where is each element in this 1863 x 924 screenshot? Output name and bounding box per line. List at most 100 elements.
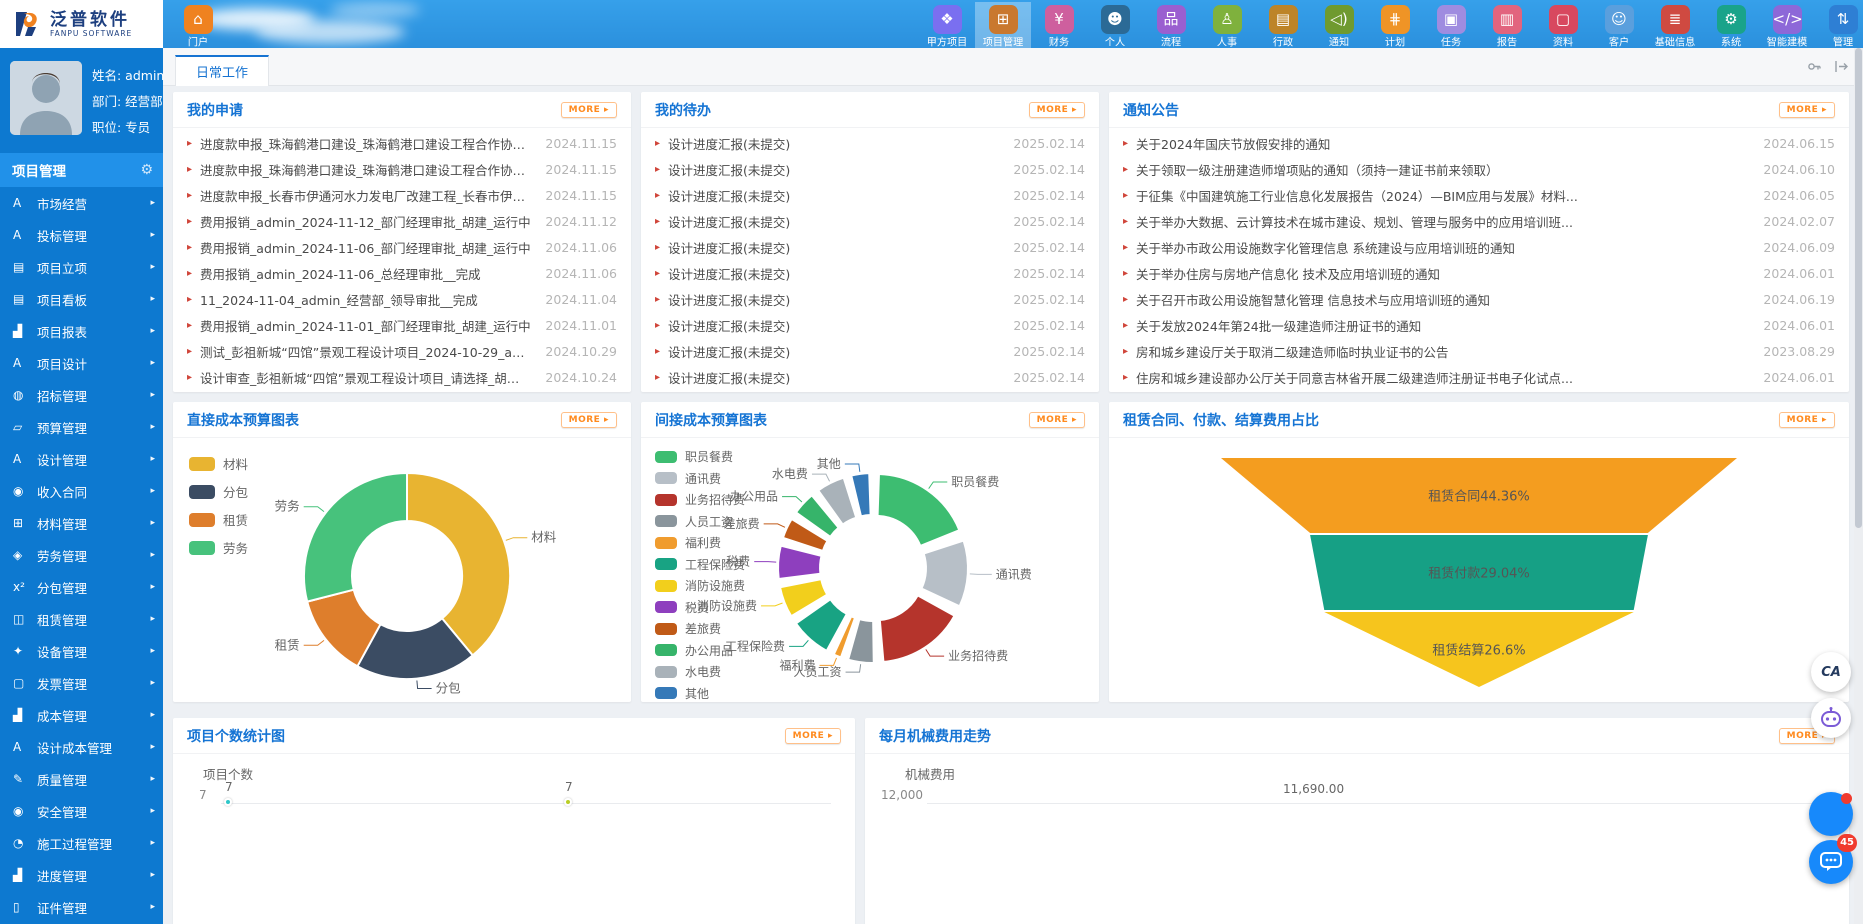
- sidebar-item-发票管理[interactable]: ▢发票管理▸: [0, 667, 163, 699]
- sidebar-item-证件管理[interactable]: ▯证件管理▸: [0, 891, 163, 923]
- sidebar-item-项目看板[interactable]: ▤项目看板▸: [0, 283, 163, 315]
- legend-item-业务招待费[interactable]: 业务招待费: [655, 491, 745, 508]
- collapse-panel-icon[interactable]: [1834, 59, 1849, 74]
- sidebar-item-项目报表[interactable]: ▟项目报表▸: [0, 315, 163, 347]
- notification-bubble-button[interactable]: [1809, 792, 1853, 836]
- top-nav-item-基础信息[interactable]: ≣基础信息: [1647, 2, 1703, 48]
- gear-icon[interactable]: ⚙: [140, 162, 153, 178]
- list-item[interactable]: ▸关于举办市政公用设施数字化管理信息 系统建设与应用培训班的通知2024.06.…: [1109, 234, 1849, 260]
- list-item[interactable]: ▸设计进度汇报(未提交)2025.02.14: [641, 338, 1099, 364]
- sidebar-item-招标管理[interactable]: ◍招标管理▸: [0, 379, 163, 411]
- top-nav-item-系统[interactable]: ⚙系统: [1703, 2, 1759, 48]
- list-item[interactable]: ▸进度款申报_珠海鹤港口建设_珠海鹤港口建设工程合作协议书_admin_...2…: [173, 130, 631, 156]
- sidebar-item-进度管理[interactable]: ▟进度管理▸: [0, 859, 163, 891]
- list-item[interactable]: ▸关于2024年国庆节放假安排的通知2024.06.15: [1109, 130, 1849, 156]
- list-item[interactable]: ▸关于举办住房与房地产信息化 技术及应用培训班的通知2024.06.01: [1109, 260, 1849, 286]
- sidebar-item-设备管理[interactable]: ✦设备管理▸: [0, 635, 163, 667]
- sidebar-item-市场经营[interactable]: A市场经营▸: [0, 187, 163, 219]
- list-item[interactable]: ▸关于召开市政公用设施智慧化管理 信息技术与应用培训班的通知2024.06.19: [1109, 286, 1849, 312]
- top-nav-item-项目管理[interactable]: ⊞项目管理: [975, 2, 1031, 48]
- legend-item-福利费[interactable]: 福利费: [655, 534, 745, 551]
- legend-item-职员餐费[interactable]: 职员餐费: [655, 448, 745, 465]
- top-nav-item-通知[interactable]: ◁)通知: [1311, 2, 1367, 48]
- sidebar-item-设计成本管理[interactable]: A设计成本管理▸: [0, 731, 163, 763]
- sidebar-item-分包管理[interactable]: x²分包管理▸: [0, 571, 163, 603]
- top-nav-item-财务[interactable]: ¥财务: [1031, 2, 1087, 48]
- sidebar-item-租赁管理[interactable]: ◫租赁管理▸: [0, 603, 163, 635]
- list-item[interactable]: ▸设计进度汇报(未提交)2025.02.14: [641, 234, 1099, 260]
- scrollbar-thumb[interactable]: [1855, 48, 1862, 528]
- sidebar-item-安全管理[interactable]: ◉安全管理▸: [0, 795, 163, 827]
- top-nav-item-行政[interactable]: ▤行政: [1255, 2, 1311, 48]
- tab-daily-work[interactable]: 日常工作: [175, 55, 269, 86]
- legend-item-分包[interactable]: 分包: [189, 482, 248, 501]
- top-nav-item-资料[interactable]: ▢资料: [1535, 2, 1591, 48]
- more-button[interactable]: MORE ▸: [1029, 412, 1085, 428]
- key-icon[interactable]: [1807, 59, 1822, 74]
- list-item[interactable]: ▸设计进度汇报(未提交)2025.02.14: [641, 286, 1099, 312]
- list-item[interactable]: ▸于征集《中国建筑施工行业信息化发展报告（2024）—BIM应用与发展》材料..…: [1109, 182, 1849, 208]
- list-item[interactable]: ▸费用报销_admin_2024-11-01_部门经理审批_胡建_运行中2024…: [173, 312, 631, 338]
- more-button[interactable]: MORE ▸: [1029, 102, 1085, 118]
- legend-item-工程保险费[interactable]: 工程保险费: [655, 556, 745, 573]
- top-nav-item-个人[interactable]: ☻个人: [1087, 2, 1143, 48]
- sidebar-item-项目立项[interactable]: ▤项目立项▸: [0, 251, 163, 283]
- vertical-scrollbar[interactable]: [1854, 48, 1863, 924]
- sidebar-item-收入合同[interactable]: ◉收入合同▸: [0, 475, 163, 507]
- top-nav-item-客户[interactable]: ☺客户: [1591, 2, 1647, 48]
- list-item[interactable]: ▸关于发放2024年第24批一级建造师注册证书的通知2024.06.01: [1109, 312, 1849, 338]
- list-item[interactable]: ▸设计进度汇报(未提交)2025.02.14: [641, 156, 1099, 182]
- legend-item-差旅费[interactable]: 差旅费: [655, 620, 745, 637]
- sidebar-item-成本管理[interactable]: ▟成本管理▸: [0, 699, 163, 731]
- list-item[interactable]: ▸设计审查_彭祖新城“四馆”景观工程设计项目_请选择_胡广生_2024-10-2…: [173, 364, 631, 390]
- list-item[interactable]: ▸设计进度汇报(未提交)2025.02.14: [641, 260, 1099, 286]
- more-button[interactable]: MORE ▸: [561, 412, 617, 428]
- legend-item-税费[interactable]: 税费: [655, 599, 745, 616]
- list-item[interactable]: ▸11_2024-11-04_admin_经营部_领导审批__完成2024.11…: [173, 286, 631, 312]
- sidebar-item-设计管理[interactable]: A设计管理▸: [0, 443, 163, 475]
- top-nav-item-管理[interactable]: ⇅管理: [1815, 2, 1863, 48]
- sidebar-item-投标管理[interactable]: A投标管理▸: [0, 219, 163, 251]
- list-item[interactable]: ▸住房和城乡建设部办公厅关于同意吉林省开展二级建造师注册证书电子化试点...20…: [1109, 364, 1849, 390]
- top-nav-item-甲方项目[interactable]: ❖甲方项目: [919, 2, 975, 48]
- top-nav-item-任务[interactable]: ▣任务: [1423, 2, 1479, 48]
- more-button[interactable]: MORE ▸: [561, 102, 617, 118]
- list-item[interactable]: ▸测试_彭祖新城“四馆”景观工程设计项目_2024-10-29_admin_结束…: [173, 338, 631, 364]
- list-item[interactable]: ▸关于领取一级注册建造师增项贴的通知（须持一建证书前来领取）2024.06.10: [1109, 156, 1849, 182]
- top-nav-item-portal[interactable]: ⌂ 门户: [170, 2, 226, 48]
- list-item[interactable]: ▸设计进度汇报(未提交)2025.02.14: [641, 364, 1099, 390]
- list-item[interactable]: ▸进度款申报_珠海鹤港口建设_珠海鹤港口建设工程合作协议书_admin_...2…: [173, 156, 631, 182]
- sidebar-item-项目设计[interactable]: A项目设计▸: [0, 347, 163, 379]
- list-item[interactable]: ▸关于举办大数据、云计算技术在城市建设、规划、管理与服务中的应用培训班...20…: [1109, 208, 1849, 234]
- legend-item-通讯费[interactable]: 通讯费: [655, 470, 745, 487]
- legend-item-材料[interactable]: 材料: [189, 454, 248, 473]
- ca-certificate-button[interactable]: CA: [1811, 652, 1851, 692]
- sidebar-section-header[interactable]: 项目管理 ⚙: [0, 153, 163, 187]
- more-button[interactable]: MORE ▸: [1779, 102, 1835, 118]
- legend-item-消防设施费[interactable]: 消防设施费: [655, 577, 745, 594]
- list-item[interactable]: ▸房和城乡建设厅关于取消二级建造师临时执业证书的公告2023.08.29: [1109, 338, 1849, 364]
- list-item[interactable]: ▸进度款申报_长春市伊通河水力发电厂改建工程_长春市伊通河水力发电...2024…: [173, 182, 631, 208]
- legend-item-办公用品[interactable]: 办公用品: [655, 642, 745, 659]
- sidebar-item-预算管理[interactable]: ▱预算管理▸: [0, 411, 163, 443]
- sidebar-item-质量管理[interactable]: ✎质量管理▸: [0, 763, 163, 795]
- top-nav-item-流程[interactable]: 品流程: [1143, 2, 1199, 48]
- list-item[interactable]: ▸费用报销_admin_2024-11-06_部门经理审批_胡建_运行中2024…: [173, 234, 631, 260]
- top-nav-item-智能建模[interactable]: </>智能建模: [1759, 2, 1815, 48]
- sidebar-item-劳务管理[interactable]: ◈劳务管理▸: [0, 539, 163, 571]
- legend-item-其他[interactable]: 其他: [655, 685, 745, 702]
- list-item[interactable]: ▸设计进度汇报(未提交)2025.02.14: [641, 182, 1099, 208]
- legend-item-租赁[interactable]: 租赁: [189, 510, 248, 529]
- list-item[interactable]: ▸费用报销_admin_2024-11-06_总经理审批__完成2024.11.…: [173, 260, 631, 286]
- top-nav-item-报告[interactable]: ▥报告: [1479, 2, 1535, 48]
- list-item[interactable]: ▸设计进度汇报(未提交)2025.02.14: [641, 208, 1099, 234]
- more-button[interactable]: MORE ▸: [1779, 412, 1835, 428]
- assistant-robot-button[interactable]: [1811, 698, 1851, 738]
- legend-item-劳务[interactable]: 劳务: [189, 538, 248, 557]
- sidebar-item-材料管理[interactable]: ⊞材料管理▸: [0, 507, 163, 539]
- more-button[interactable]: MORE ▸: [785, 728, 841, 744]
- legend-item-人员工资[interactable]: 人员工资: [655, 513, 745, 530]
- list-item[interactable]: ▸设计进度汇报(未提交)2025.02.14: [641, 312, 1099, 338]
- top-nav-item-人事[interactable]: ♙人事: [1199, 2, 1255, 48]
- list-item[interactable]: ▸费用报销_admin_2024-11-12_部门经理审批_胡建_运行中2024…: [173, 208, 631, 234]
